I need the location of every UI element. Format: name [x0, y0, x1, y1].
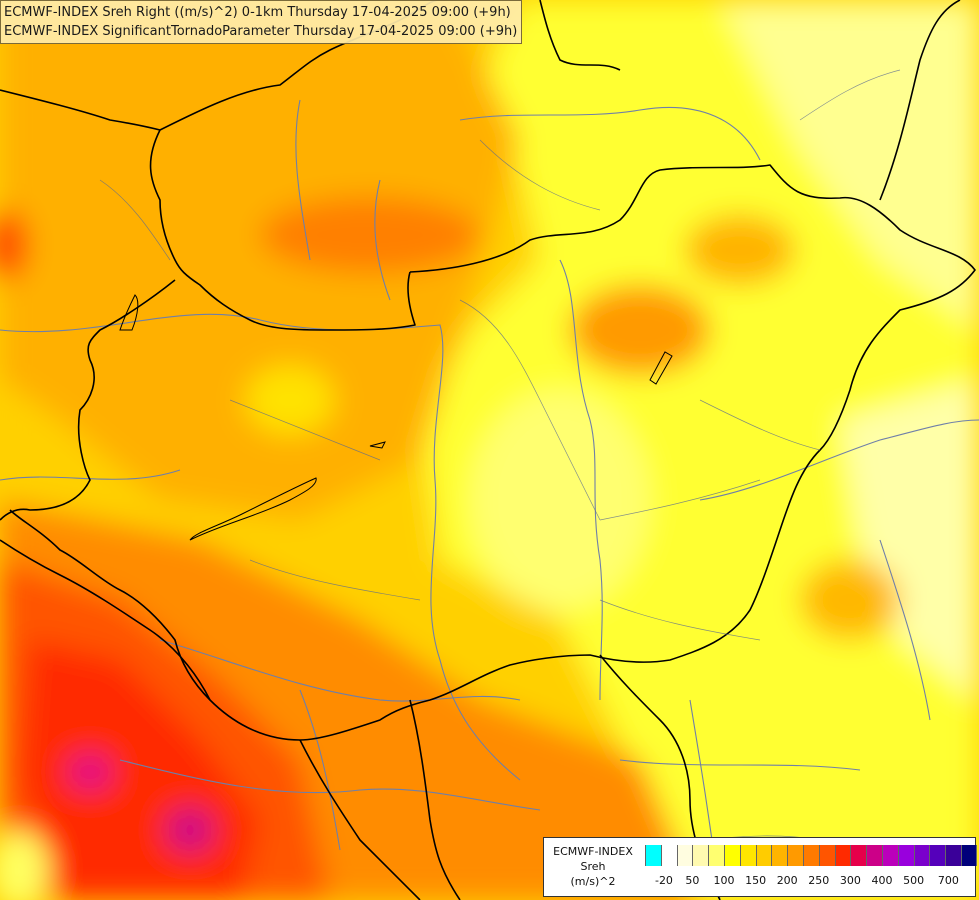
legend-swatch: [866, 845, 882, 866]
legend-swatch: [787, 845, 803, 866]
legend-tick-label: 150: [745, 874, 767, 887]
border-hungary: [9, 164, 976, 741]
field-magenta-1: [68, 754, 112, 790]
legend-swatch: [771, 845, 788, 866]
legend-tick-label: 250: [808, 874, 830, 887]
legend-tick-label: 400: [871, 874, 893, 887]
legend-swatch: [818, 845, 835, 866]
border-germany: [0, 89, 161, 131]
legend-swatch: [802, 845, 819, 866]
legend-tick-label: 200: [776, 874, 798, 887]
lake-balaton: [189, 477, 317, 541]
legend-label: ECMWF-INDEX Sreh (m/s)^2: [544, 844, 642, 889]
field-lighter-center: [470, 390, 650, 610]
map-title-box: ECMWF-INDEX Sreh Right ((m/s)^2) 0-1km T…: [0, 0, 523, 44]
field-light-north: [420, 0, 979, 900]
legend-swatch: [881, 845, 898, 866]
legend-swatch: [834, 845, 851, 866]
legend-tick-label: 500: [903, 874, 925, 887]
field-orange-hungary: [570, 285, 710, 375]
legend-swatch: [660, 845, 677, 866]
lake-small-2: [649, 351, 673, 385]
field-orange-slovakia: [260, 197, 480, 273]
river-drava: [159, 639, 521, 702]
river-sava-east: [619, 759, 861, 771]
title-stp: ECMWF-INDEX SignificantTornadoParameter …: [4, 24, 518, 39]
border-bosnia: [299, 739, 421, 900]
border-ukraine: [879, 0, 961, 201]
legend-swatch: [692, 845, 709, 866]
legend-tick-label: 700: [937, 874, 959, 887]
legend-swatch: [913, 845, 930, 866]
legend-swatch: [676, 845, 693, 866]
field-orange-south-east: [800, 560, 900, 640]
legend-swatch: [897, 845, 914, 866]
rivers: [0, 99, 979, 900]
border-austria-slovakia: [149, 129, 416, 331]
legend-tick-label: 300: [839, 874, 861, 887]
legend-parameter: Sreh: [580, 860, 606, 873]
field-orange-west: [0, 0, 520, 520]
field-light-corner: [0, 830, 50, 900]
title-sreh: ECMWF-INDEX Sreh Right ((m/s)^2) 0-1km T…: [4, 5, 511, 20]
border-poland-slovakia: [539, 0, 621, 71]
field-magenta-2: [166, 808, 214, 852]
river-north: [459, 106, 761, 161]
legend-swatch: [723, 845, 740, 866]
legend-tick-label: 100: [713, 874, 735, 887]
river-vah: [295, 99, 311, 261]
legend-swatch: [739, 845, 756, 866]
lakes: [119, 294, 673, 541]
legend-swatch: [945, 845, 961, 866]
legend-swatches: [645, 845, 977, 866]
lake-small-1: [369, 441, 386, 449]
river-mures: [699, 419, 979, 501]
river-danube: [0, 313, 521, 781]
legend-ticks: -20 50 100 150 200 250 300 400 500 700: [645, 874, 975, 890]
border-west-austria: [0, 279, 176, 521]
river-morava: [374, 179, 391, 301]
border-slovenia-croatia: [0, 539, 211, 701]
river-bosna: [299, 689, 341, 851]
field-lighter-east: [840, 380, 979, 700]
legend-unit: (m/s)^2: [570, 875, 616, 888]
field-yellow-austria: [245, 365, 335, 435]
legend-swatch: [708, 845, 724, 866]
legend-swatch: [960, 845, 977, 866]
lake-neusiedl: [119, 294, 139, 331]
river-olt: [879, 539, 931, 721]
field-red-left: [0, 210, 28, 280]
legend-swatch: [850, 845, 867, 866]
color-legend: ECMWF-INDEX Sreh (m/s)^2 -20 50 100 150 200 2…: [543, 837, 977, 897]
legend-swatch: [645, 845, 661, 866]
legend-source: ECMWF-INDEX: [553, 845, 633, 858]
legend-swatch: [929, 845, 946, 866]
legend-tick-label: 50: [685, 874, 700, 887]
legend-swatch: [755, 845, 772, 866]
river-tisza: [559, 259, 603, 701]
legend-tick-label: -20: [654, 874, 673, 887]
border-croatia-serbia: [409, 699, 461, 900]
field-orange-ne: [685, 215, 795, 285]
river-sava: [119, 759, 541, 811]
